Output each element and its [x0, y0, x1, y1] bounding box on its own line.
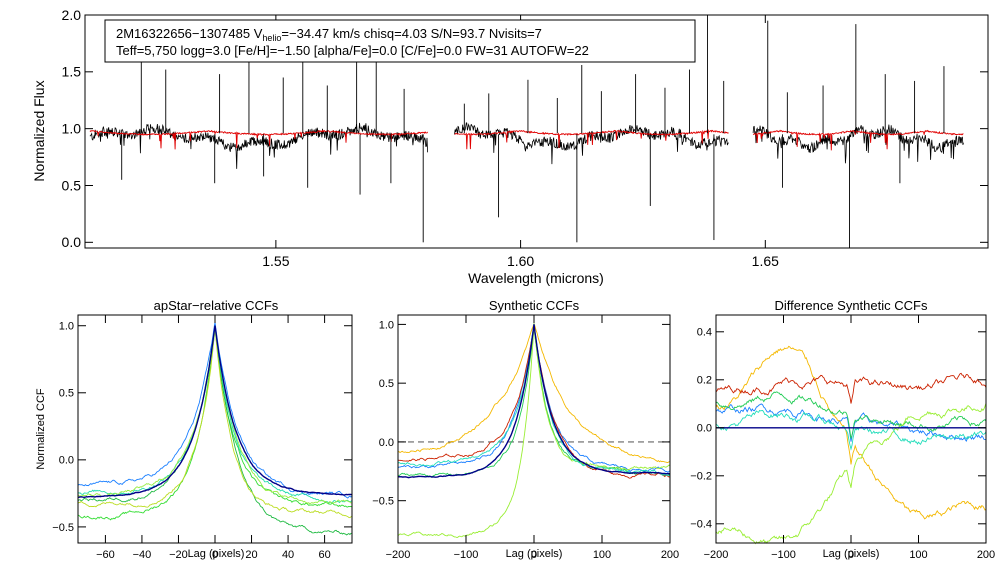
- ccf2-xtick-label: −200: [386, 549, 411, 561]
- spectrum-ytick-label: 0.0: [62, 234, 82, 250]
- ccf1-xtick-label: 60: [318, 549, 330, 561]
- spectrum-ytick-label: 1.0: [62, 121, 82, 137]
- spectrum-ytick-label: 0.5: [62, 177, 82, 193]
- ccf3-xlabel: Lag (pixels): [823, 548, 880, 560]
- ccf3-axes-frame: [715, 314, 987, 544]
- ccf2-xtick-label: 200: [661, 549, 679, 561]
- spectrum-axes-frame: [84, 14, 989, 249]
- ccf-panel-difference: Difference Synthetic CCFs −200 −100 0 100 20…: [690, 298, 995, 561]
- ccf3-ytick-label: −0.4: [690, 519, 712, 531]
- ccf3-series-visit-3: [715, 391, 987, 439]
- info-box: [104, 19, 696, 63]
- spectrum-xtick-label: 1.60: [507, 253, 534, 269]
- ccf1-xlabel: Lag (pixels): [188, 548, 245, 560]
- ccf2-xlabel: Lag (pixels): [506, 548, 563, 560]
- ccf1-xtick-label: 20: [245, 549, 257, 561]
- ccf3-xtick-label: 0: [848, 549, 854, 561]
- ccf2-ytick-label: 0.0: [379, 437, 394, 449]
- info-line-2: Teff=5,750 logg=3.0 [Fe/H]=−1.50 [alpha/…: [116, 43, 589, 58]
- spectrum-synthetic-chip-1: [89, 129, 428, 150]
- ccf2-axes-frame: [397, 314, 671, 544]
- ccf1-series-combined: [77, 325, 353, 499]
- ccf3-title: Difference Synthetic CCFs: [775, 298, 928, 313]
- spectrum-observed-chip-1: [89, 122, 428, 169]
- ccf2-ytick-label: 1.0: [379, 319, 394, 331]
- ccf1-xtick-label: 40: [282, 549, 294, 561]
- spectrum-ytick-label: 1.5: [62, 64, 82, 80]
- ccf3-series-visit-5: [715, 403, 987, 545]
- ccf-panel-synthetic: Synthetic CCFs −200 −100 0 100 200 −0.5 0.0 0.5…: [372, 298, 679, 561]
- ccf2-xtick-label: 100: [593, 549, 611, 561]
- ccf2-series-visit-5: [397, 326, 671, 538]
- ccf2-title: Synthetic CCFs: [489, 298, 580, 313]
- spectrum-ylabel: Normalized Flux: [31, 80, 47, 181]
- ccf3-xtick-label: −200: [704, 549, 729, 561]
- ccf1-xtick-label: −40: [133, 549, 152, 561]
- spectrum-observed-chip-3: [752, 124, 964, 164]
- ccf2-series-visit-6: [397, 323, 671, 477]
- ccf2-ytick-label: 0.5: [379, 378, 394, 390]
- spectrum-ytick-label: 2.0: [62, 7, 82, 23]
- ccf1-ytick-label: −0.5: [52, 522, 74, 534]
- ccf2-xtick-label: 0: [531, 549, 537, 561]
- ccf2-xtick-label: −100: [454, 549, 479, 561]
- ccf3-series-visit-2: [715, 345, 987, 520]
- ccf1-series-visit-2: [77, 327, 353, 521]
- ccf2-series-visit-1: [397, 323, 671, 474]
- ccf1-series-visit-4: [77, 328, 353, 519]
- ccf1-axes-frame: [77, 314, 353, 544]
- ccf3-xtick-label: −100: [771, 549, 796, 561]
- ccf3-ytick-label: −0.2: [690, 471, 712, 483]
- ccf1-ytick-label: 0.5: [59, 388, 74, 400]
- spectrum-xtick-label: 1.65: [752, 253, 779, 269]
- ccf3-ytick-label: 0.2: [697, 375, 712, 387]
- ccf1-series-visit-6: [77, 329, 353, 505]
- ccf1-series-visit-1: [77, 322, 353, 499]
- ccf1-ytick-label: 0.0: [59, 455, 74, 467]
- ccf1-series-visit-5: [77, 327, 353, 504]
- ccf-panel-apstar: apStar−relative CCFs −60 −40 −20 0 20 40 60 −0.…: [35, 298, 353, 561]
- ccf2-series-combined: [397, 324, 671, 479]
- ccf1-xtick-label: 0: [212, 549, 218, 561]
- spectrum-xlabel: Wavelength (microns): [468, 270, 604, 286]
- spectrum-xtick-label: 1.55: [262, 253, 289, 269]
- info-line-1: 2M16322656−1307485 Vhelio=−34.47 km/s ch…: [116, 26, 542, 43]
- ccf1-ylabel: Normalized CCF: [35, 388, 47, 470]
- ccf3-series-visit-6: [715, 409, 987, 451]
- ccf3-xtick-label: 200: [977, 549, 995, 561]
- ccf2-series-visit-4: [397, 325, 671, 479]
- ccf3-ytick-label: 0.0: [697, 423, 712, 435]
- ccf3-xtick-label: 100: [909, 549, 927, 561]
- ccf1-xtick-label: −20: [169, 549, 188, 561]
- ccf1-ytick-label: 1.0: [59, 321, 74, 333]
- spectrum-synthetic-chip-3: [752, 129, 964, 151]
- ccf3-series-visit-4: [715, 372, 987, 404]
- spectrum-synthetic-chip-2: [454, 129, 729, 150]
- ccf3-ytick-label: 0.4: [697, 327, 712, 339]
- ccf1-title: apStar−relative CCFs: [154, 298, 279, 313]
- ccf1-xtick-label: −60: [96, 549, 115, 561]
- ccf2-series-visit-2: [398, 321, 671, 463]
- spectrum-panel: 1.55 1.60 1.65 0.0 0.5 1.0 1.5 2.0 2M16322656−1…: [31, 7, 989, 286]
- ccf2-ytick-label: −0.5: [372, 496, 394, 508]
- spectrum-observed-chip-2: [454, 122, 729, 165]
